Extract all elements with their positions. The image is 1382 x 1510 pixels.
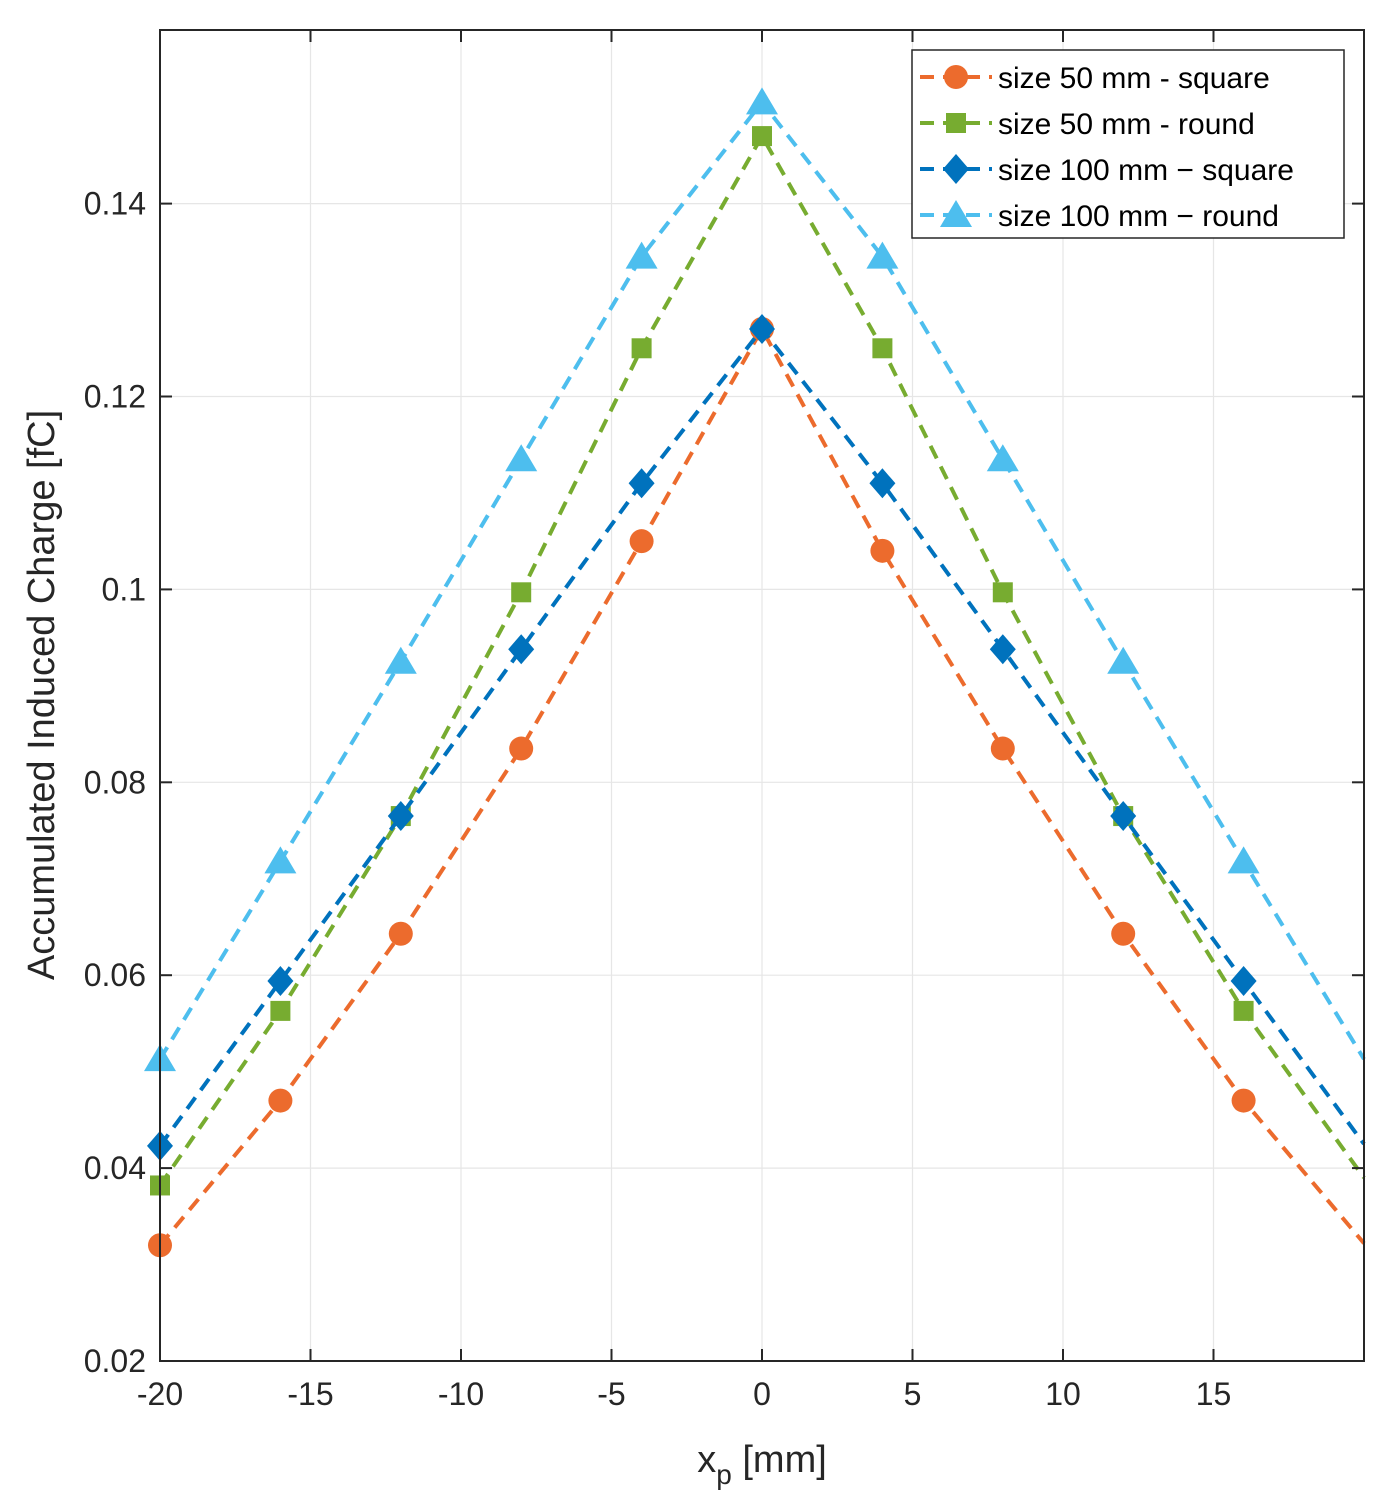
x-tick-label: -20 bbox=[137, 1376, 183, 1412]
series-1 bbox=[148, 316, 1366, 1258]
data-point bbox=[869, 468, 896, 499]
data-point bbox=[870, 538, 895, 563]
x-axis-label-unit: [mm] bbox=[732, 1439, 827, 1481]
legend-marker bbox=[946, 113, 966, 133]
y-tick-label: 0.08 bbox=[84, 764, 146, 800]
data-point bbox=[505, 444, 538, 472]
y-axis-label: Accumulated Induced Charge [fC] bbox=[21, 410, 63, 980]
data-point bbox=[509, 736, 534, 761]
legend-label: size 100 mm − square bbox=[998, 154, 1294, 187]
data-point bbox=[631, 338, 652, 359]
data-point bbox=[511, 582, 532, 603]
series-3 bbox=[147, 313, 1366, 1161]
series-line bbox=[158, 324, 1366, 1247]
legend-item: size 100 mm − round bbox=[920, 200, 1279, 233]
data-point bbox=[388, 921, 413, 946]
y-tick-label: 0.06 bbox=[84, 957, 146, 993]
data-point bbox=[270, 1000, 291, 1021]
legend-item: size 50 mm - square bbox=[920, 62, 1270, 95]
data-point bbox=[992, 582, 1013, 603]
legend-label: size 50 mm - square bbox=[998, 62, 1270, 95]
data-point bbox=[1230, 965, 1257, 996]
y-tick-label: 0.02 bbox=[84, 1343, 146, 1379]
x-tick-label: 15 bbox=[1196, 1376, 1232, 1412]
data-point bbox=[1227, 846, 1260, 874]
data-point bbox=[264, 846, 297, 874]
data-point bbox=[746, 87, 778, 115]
data-point bbox=[866, 241, 899, 269]
data-point bbox=[990, 736, 1015, 761]
ticks bbox=[159, 30, 1364, 1362]
y-tick-label: 0.14 bbox=[84, 186, 146, 222]
data-point bbox=[1107, 646, 1140, 674]
y-tick-label: 0.12 bbox=[84, 379, 146, 415]
data-point bbox=[1110, 801, 1137, 832]
legend: size 50 mm - square size 50 mm - round siz… bbox=[911, 49, 1345, 239]
x-axis-label: xp [mm] bbox=[697, 1439, 827, 1490]
legend-label: size 100 mm − round bbox=[998, 200, 1279, 233]
legend-item: size 100 mm − square bbox=[920, 154, 1294, 187]
x-tick-label: 10 bbox=[1045, 1376, 1081, 1412]
data-point bbox=[508, 634, 535, 665]
data-point bbox=[384, 646, 417, 674]
legend-marker bbox=[943, 154, 969, 184]
data-point bbox=[749, 313, 775, 344]
data-point bbox=[1231, 1088, 1256, 1113]
series-layer bbox=[144, 87, 1366, 1258]
tick-labels: -20 -15 -10 -5 0 5 10 15 0.02 0.04 0.06 0.08 0.1 0.12… bbox=[84, 186, 1232, 1412]
legend-label: size 50 mm - round bbox=[998, 108, 1255, 141]
data-point bbox=[625, 241, 658, 269]
data-point bbox=[872, 338, 893, 359]
legend-marker bbox=[940, 200, 972, 227]
x-axis-label-subscript: p bbox=[716, 1459, 732, 1490]
x-tick-label: -15 bbox=[287, 1376, 333, 1412]
x-tick-label: 0 bbox=[753, 1376, 771, 1412]
x-axis-label-main: x bbox=[697, 1439, 716, 1481]
data-point bbox=[989, 634, 1016, 665]
data-point bbox=[986, 444, 1019, 472]
data-point bbox=[1233, 1000, 1254, 1021]
data-point bbox=[387, 801, 414, 832]
data-point bbox=[1111, 921, 1136, 946]
x-tick-label: 5 bbox=[904, 1376, 922, 1412]
legend-box bbox=[911, 49, 1345, 239]
y-tick-label: 0.04 bbox=[84, 1150, 146, 1186]
x-tick-label: -5 bbox=[597, 1376, 625, 1412]
data-point bbox=[752, 126, 772, 147]
data-point bbox=[267, 965, 294, 996]
y-tick-label: 0.1 bbox=[102, 571, 146, 607]
series-4 bbox=[144, 87, 1366, 1072]
series-line bbox=[158, 132, 1366, 1187]
x-tick-label: -10 bbox=[438, 1376, 484, 1412]
legend-marker bbox=[944, 65, 968, 89]
data-point bbox=[628, 468, 655, 499]
data-point bbox=[629, 529, 654, 554]
data-point bbox=[268, 1088, 293, 1113]
legend-item: size 50 mm - round bbox=[920, 108, 1255, 141]
